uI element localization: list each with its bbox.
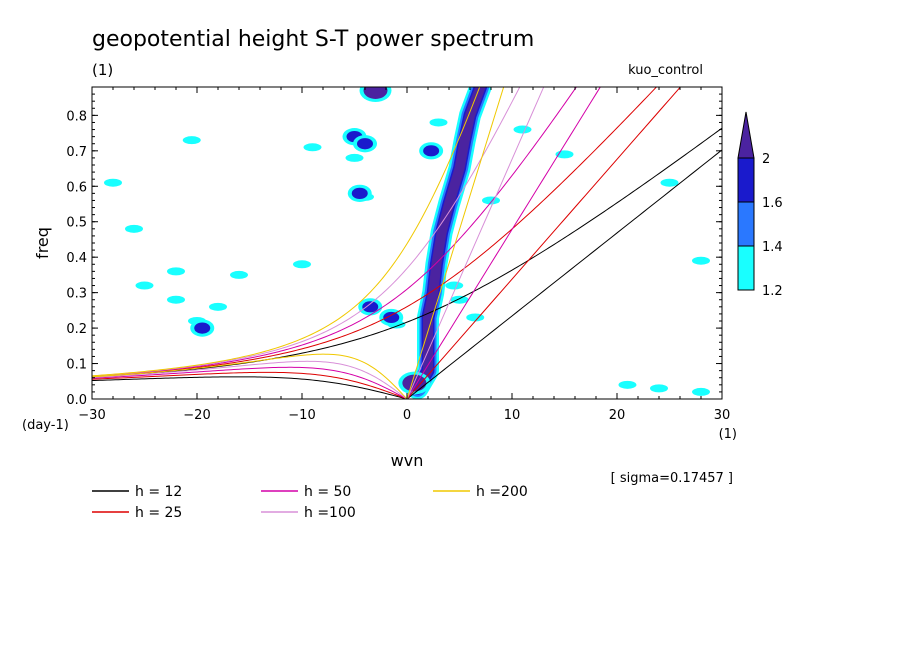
legend-label: h =100 <box>304 505 356 521</box>
rossby-curve <box>92 366 408 399</box>
contour-patch <box>482 196 500 205</box>
contour-blob <box>351 187 368 199</box>
rossby-curve <box>92 371 408 399</box>
mrg-curve <box>92 87 481 377</box>
contour-patch <box>618 380 637 389</box>
rossby-curve <box>92 353 408 399</box>
contour-layer-light <box>104 118 710 396</box>
y-tick-label: 0.4 <box>66 251 87 266</box>
contour-patch <box>450 295 469 304</box>
colorbar-segment <box>737 157 755 203</box>
x-tick-label: −30 <box>78 408 105 423</box>
mrg-curve <box>92 87 658 378</box>
contour-blob <box>194 322 211 334</box>
contour-patch <box>167 295 185 304</box>
y-tick-label: 0.1 <box>66 358 87 373</box>
contour-patch <box>650 384 668 393</box>
x-tick-label: 20 <box>609 408 626 423</box>
contour-patch <box>135 281 154 290</box>
contour-patch <box>104 178 122 187</box>
colorbar-segment <box>737 201 755 247</box>
x-tick-label: 30 <box>714 408 731 423</box>
contour-blob <box>383 311 400 324</box>
contour-patch <box>692 256 710 265</box>
rossby-curve <box>92 360 408 399</box>
x-unit-label: (1) <box>719 427 737 442</box>
y-tick-label: 0.8 <box>66 109 87 124</box>
chart-subtitle-right: kuo_control <box>628 63 703 78</box>
legend-label: h =200 <box>476 484 528 500</box>
contour-patch <box>445 281 464 290</box>
y-tick-label: 0.7 <box>66 145 87 160</box>
colorbar: 2 1.6 1.4 1.2 <box>737 111 783 299</box>
rossby-curve <box>92 376 408 399</box>
dispersion-curves <box>92 87 722 399</box>
colorbar-arrow <box>737 111 755 159</box>
mrg-curve <box>92 87 577 377</box>
contour-patch <box>345 153 364 162</box>
contour-layer-dark <box>190 87 492 399</box>
contour-patch <box>660 178 679 187</box>
x-tick-label: 0 <box>403 408 411 423</box>
y-tick-label: 0.3 <box>66 287 87 302</box>
contour-patch <box>429 118 448 127</box>
colorbar-label: 1.4 <box>762 240 783 255</box>
sigma-note: [ sigma=0.17457 ] <box>611 471 733 486</box>
contour-patch <box>125 224 143 233</box>
y-unit-label: (day-1) <box>22 418 69 433</box>
colorbar-label: 1.6 <box>762 196 783 211</box>
x-tick-label: −10 <box>288 408 315 423</box>
kelvin-curve <box>406 87 682 399</box>
kelvin-curve <box>406 87 601 399</box>
y-tick-label: 0.5 <box>66 216 87 231</box>
legend-label: h = 25 <box>135 505 182 521</box>
x-axis-title: wvn <box>391 451 424 470</box>
x-tick-label: 10 <box>504 408 521 423</box>
contour-patch <box>209 302 227 311</box>
contour-patch <box>167 267 185 276</box>
legend-label: h = 50 <box>304 484 351 500</box>
colorbar-segment <box>737 245 755 291</box>
kelvin-curve <box>406 87 505 399</box>
y-tick-label: 0.6 <box>66 180 87 195</box>
contour-patch <box>230 270 248 279</box>
contour-patch <box>293 260 311 269</box>
contour-patch <box>513 125 532 134</box>
y-axis-title: freq <box>33 227 52 259</box>
contour-patch <box>692 387 710 396</box>
kelvin-curve <box>406 87 545 399</box>
colorbar-label: 1.2 <box>762 284 783 299</box>
kelvin-band <box>412 87 486 394</box>
axis-ticks: −30 −20 −10 0 10 20 30 0.0 0.1 0.2 0.3 0.4 0.5 0.6 0.7… <box>66 87 730 423</box>
chart-subtitle-left: (1) <box>92 61 113 79</box>
contour-blob <box>363 87 388 99</box>
mrg-curve <box>92 87 521 377</box>
y-tick-label: 0.0 <box>66 393 87 408</box>
legend-label: h = 12 <box>135 484 182 500</box>
chart-title: geopotential height S-T power spectrum <box>92 27 534 52</box>
contour-blob <box>362 301 379 313</box>
contour-patch <box>303 143 322 152</box>
mrg-curve <box>92 127 722 378</box>
y-tick-label: 0.2 <box>66 322 87 337</box>
contour-blob <box>357 138 373 150</box>
colorbar-label: 2 <box>762 152 770 167</box>
contour-patch <box>182 136 201 145</box>
contour-blob <box>423 145 440 157</box>
legend: h = 12 h = 25 h = 50 h =100 h =200 <box>92 484 528 521</box>
x-tick-label: −20 <box>183 408 210 423</box>
kelvin-curve <box>406 149 722 399</box>
